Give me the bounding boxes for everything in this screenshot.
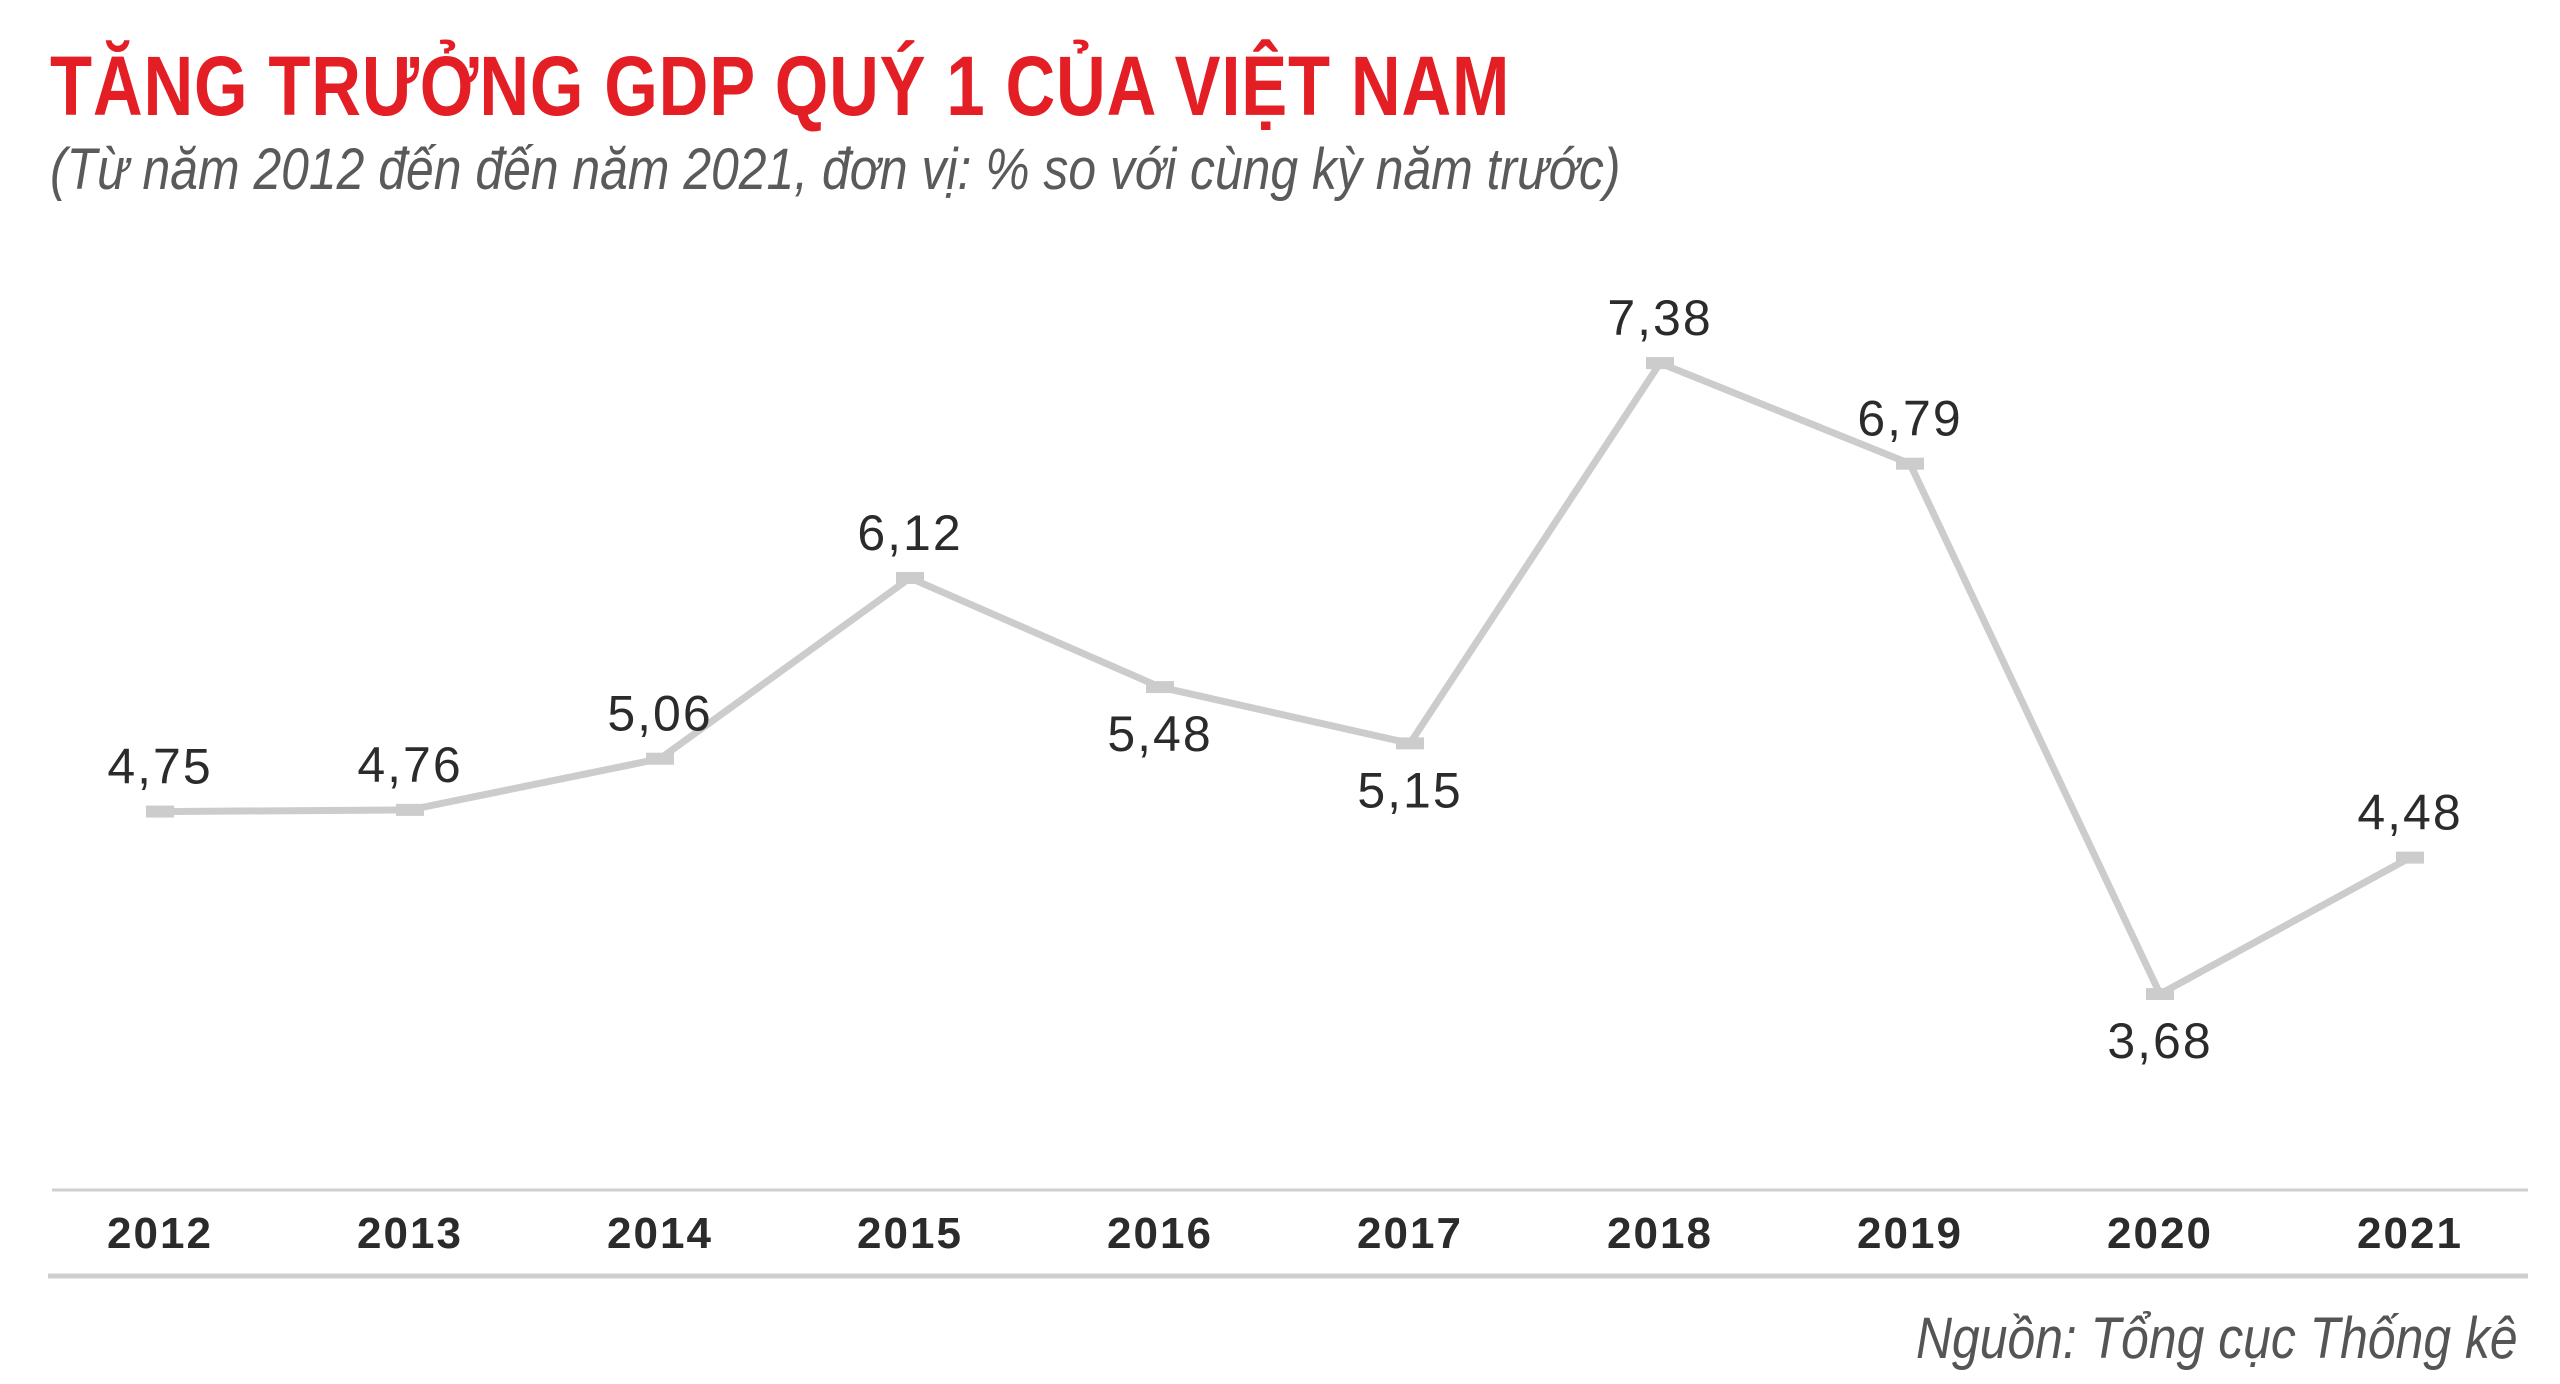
data-label-2021: 4,48 [2357, 785, 2462, 841]
data-point-2013[interactable] [396, 803, 424, 816]
data-point-2016[interactable] [1146, 681, 1174, 694]
data-point-2019[interactable] [1896, 457, 1924, 470]
chart-title: TĂNG TRƯỞNG GDP QUÝ 1 CỦA VIỆT NAM [50, 39, 1511, 133]
line-segment-2018-2019 [1656, 359, 1914, 468]
line-segment-2017-2018 [1406, 359, 1664, 747]
data-point-2017[interactable] [1396, 737, 1424, 750]
x-tick-label-2021: 2021 [2357, 1209, 2463, 1258]
x-tick-label-2020: 2020 [2107, 1209, 2213, 1258]
x-tick-label-2014: 2014 [607, 1209, 713, 1258]
data-label-2017: 5,15 [1357, 762, 1462, 818]
line-segment-2020-2021 [2156, 854, 2414, 998]
line-segment-2013-2014 [406, 755, 664, 814]
data-point-2018[interactable] [1646, 357, 1674, 370]
data-point-2020[interactable] [2146, 988, 2174, 1001]
x-tick-labels: 2012 2013 2014 2015 2016 2017 2018 2019 2020 2021 [107, 1209, 2463, 1258]
data-label-2019: 6,79 [1857, 391, 1962, 447]
x-tick-label-2017: 2017 [1357, 1209, 1463, 1258]
series-gdp-growth [156, 359, 2414, 998]
x-tick-label-2012: 2012 [107, 1209, 213, 1258]
data-label-2020: 3,68 [2107, 1013, 2212, 1069]
line-segment-2019-2020 [1906, 460, 2164, 998]
data-label-2014: 5,06 [607, 686, 712, 742]
data-point-2012[interactable] [146, 805, 174, 818]
line-segment-2012-2013 [156, 806, 414, 816]
source-note: Nguồn: Tổng cục Thống kê [1916, 1306, 2518, 1371]
data-label-2012: 4,75 [107, 739, 212, 795]
data-point-2021[interactable] [2396, 851, 2424, 864]
data-labels: 4,75 4,76 5,06 6,12 5,48 5,15 7,38 6,79 3,68 4,48 [107, 290, 2462, 1069]
point-markers [146, 357, 2424, 1001]
x-tick-label-2016: 2016 [1107, 1209, 1213, 1258]
data-label-2016: 5,48 [1107, 706, 1212, 762]
line-segment-2015-2016 [906, 574, 1164, 691]
x-tick-label-2013: 2013 [357, 1209, 463, 1258]
chart-subtitle: (Từ năm 2012 đến đến năm 2021, đơn vị: %… [50, 137, 1621, 202]
line-segment-2016-2017 [1156, 683, 1414, 747]
data-point-2015[interactable] [896, 571, 924, 584]
data-point-2014[interactable] [646, 752, 674, 765]
x-tick-label-2015: 2015 [857, 1209, 963, 1258]
data-label-2018: 7,38 [1607, 290, 1712, 346]
x-tick-label-2019: 2019 [1857, 1209, 1963, 1258]
data-label-2013: 4,76 [357, 737, 462, 793]
chart-axes [48, 1188, 2528, 1279]
line-segment-2014-2015 [656, 574, 914, 763]
x-tick-label-2018: 2018 [1607, 1209, 1713, 1258]
data-label-2015: 6,12 [857, 505, 962, 561]
